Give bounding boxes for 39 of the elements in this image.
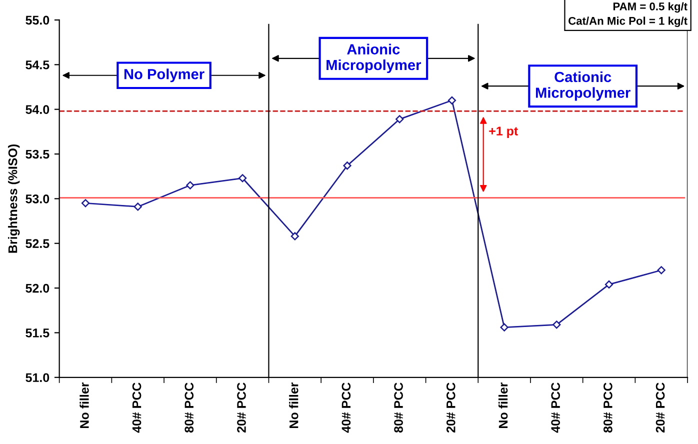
- point: [604, 280, 614, 289]
- annotation: +1 pt: [489, 126, 518, 138]
- y-axis-title: Brightness (%ISO): [8, 144, 20, 253]
- point: [396, 115, 404, 124]
- x-tick-label: 40# PCC: [551, 382, 560, 433]
- x-tick-label: 20# PCC: [237, 382, 246, 433]
- point: [657, 266, 666, 274]
- x-tick-label: No filler: [80, 382, 89, 428]
- y-tick-label: 54.5: [26, 60, 50, 70]
- y-tick-label: 54.0: [26, 105, 50, 114]
- y-tick-label: 55.0: [26, 16, 50, 25]
- annotation: Anionic Micropolymer: [326, 44, 422, 74]
- point: [81, 199, 90, 208]
- point: [448, 96, 456, 104]
- point: [134, 202, 142, 211]
- point: [500, 323, 508, 332]
- y-tick-label: 52.0: [26, 284, 50, 293]
- annotation: PAM = 0.5 kg/t Cat/An Mic Pol = 1 kg/t: [568, 2, 688, 28]
- y-tick-label: 53.5: [26, 150, 50, 159]
- annotation: No Polymer: [124, 68, 204, 82]
- y-tick-label: 53.0: [26, 194, 50, 204]
- x-tick-label: 40# PCC: [342, 382, 351, 433]
- x-tick-label: 20# PCC: [446, 382, 456, 433]
- point: [343, 162, 352, 170]
- x-tick-label: No filler: [289, 382, 298, 428]
- x-tick-label: No filler: [498, 382, 508, 428]
- point: [238, 174, 247, 182]
- annotation: Cationic Micropolymer: [536, 71, 630, 101]
- point: [552, 320, 561, 329]
- x-tick-label: 80# PCC: [394, 382, 403, 433]
- y-tick-label: 51.5: [26, 328, 50, 338]
- x-tick-label: 40# PCC: [132, 382, 142, 433]
- y-tick-label: 51.0: [26, 373, 50, 382]
- x-tick-label: 20# PCC: [656, 382, 665, 433]
- x-tick-label: 80# PCC: [184, 382, 194, 433]
- point: [290, 232, 299, 240]
- y-tick-label: 52.5: [26, 239, 50, 248]
- x-tick-label: 80# PCC: [604, 382, 612, 433]
- point: [186, 181, 194, 190]
